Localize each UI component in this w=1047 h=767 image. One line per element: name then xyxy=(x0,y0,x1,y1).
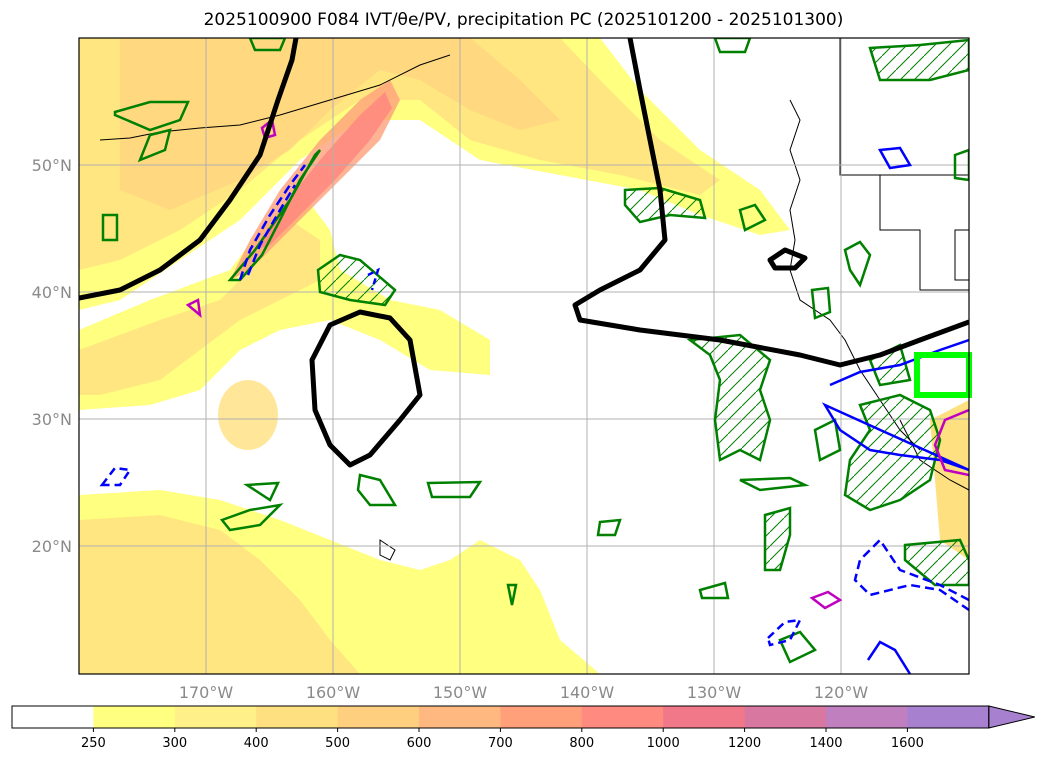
coastlines xyxy=(99,38,969,561)
colorbar-segment xyxy=(93,706,176,728)
colorbar-tick-label: 300 xyxy=(162,736,187,751)
figure-title: 2025100900 F084 IVT/θe/PV, precipitation… xyxy=(203,10,844,30)
lon-tick-120w: 120°W xyxy=(814,683,869,702)
colorbar-tick-label: 600 xyxy=(407,736,432,751)
colorbar-segment xyxy=(337,706,420,728)
colorbar-tick-label: 400 xyxy=(244,736,269,751)
lat-tick-40n: 40°N xyxy=(32,283,72,302)
colorbar-segment xyxy=(663,706,746,728)
colorbar-tick-label: 800 xyxy=(569,736,594,751)
gridlines xyxy=(79,38,969,674)
colorbar-segment xyxy=(174,706,257,728)
colorbar-tick-label: 1000 xyxy=(647,736,680,751)
colorbar-segment xyxy=(12,706,94,728)
colorbar-tick-label: 250 xyxy=(81,736,106,751)
colorbar-tick-label: 1400 xyxy=(809,736,842,751)
colorbar-segment xyxy=(419,706,501,728)
lat-tick-20n: 20°N xyxy=(32,537,72,556)
lat-tick-30n: 30°N xyxy=(32,410,72,429)
lon-tick-170w: 170°W xyxy=(179,683,234,702)
colorbar-tick-label: 1200 xyxy=(728,736,761,751)
colorbar-segment xyxy=(907,706,990,728)
theta-e-contours xyxy=(79,38,969,468)
colorbar: 250 300 400 500 600 700 800 1000 1200 1400 1600 xyxy=(11,705,1035,751)
lon-tick-150w: 150°W xyxy=(433,683,488,702)
lat-tick-50n: 50°N xyxy=(32,156,72,175)
lat-tick-labels: 50°N 40°N 30°N 20°N xyxy=(32,156,72,556)
colorbar-segment xyxy=(826,706,908,728)
ivt-shading xyxy=(79,38,969,674)
colorbar-tick-label: 500 xyxy=(325,736,350,751)
colorbar-segment xyxy=(744,706,827,728)
map-frame xyxy=(78,37,970,675)
pv-contours xyxy=(99,117,969,674)
lon-tick-140w: 140°W xyxy=(560,683,615,702)
colorbar-segment xyxy=(581,706,664,728)
colorbar-segment xyxy=(500,706,583,728)
lon-tick-130w: 130°W xyxy=(687,683,742,702)
lon-tick-160w: 160°W xyxy=(306,683,361,702)
colorbar-tick-label: 1600 xyxy=(891,736,924,751)
colorbar-extend-arrow xyxy=(988,705,1035,729)
colorbar-tick-label: 700 xyxy=(488,736,513,751)
colorbar-segment xyxy=(256,706,339,728)
lon-tick-labels: 170°W 160°W 150°W 140°W 130°W 120°W xyxy=(179,683,869,702)
